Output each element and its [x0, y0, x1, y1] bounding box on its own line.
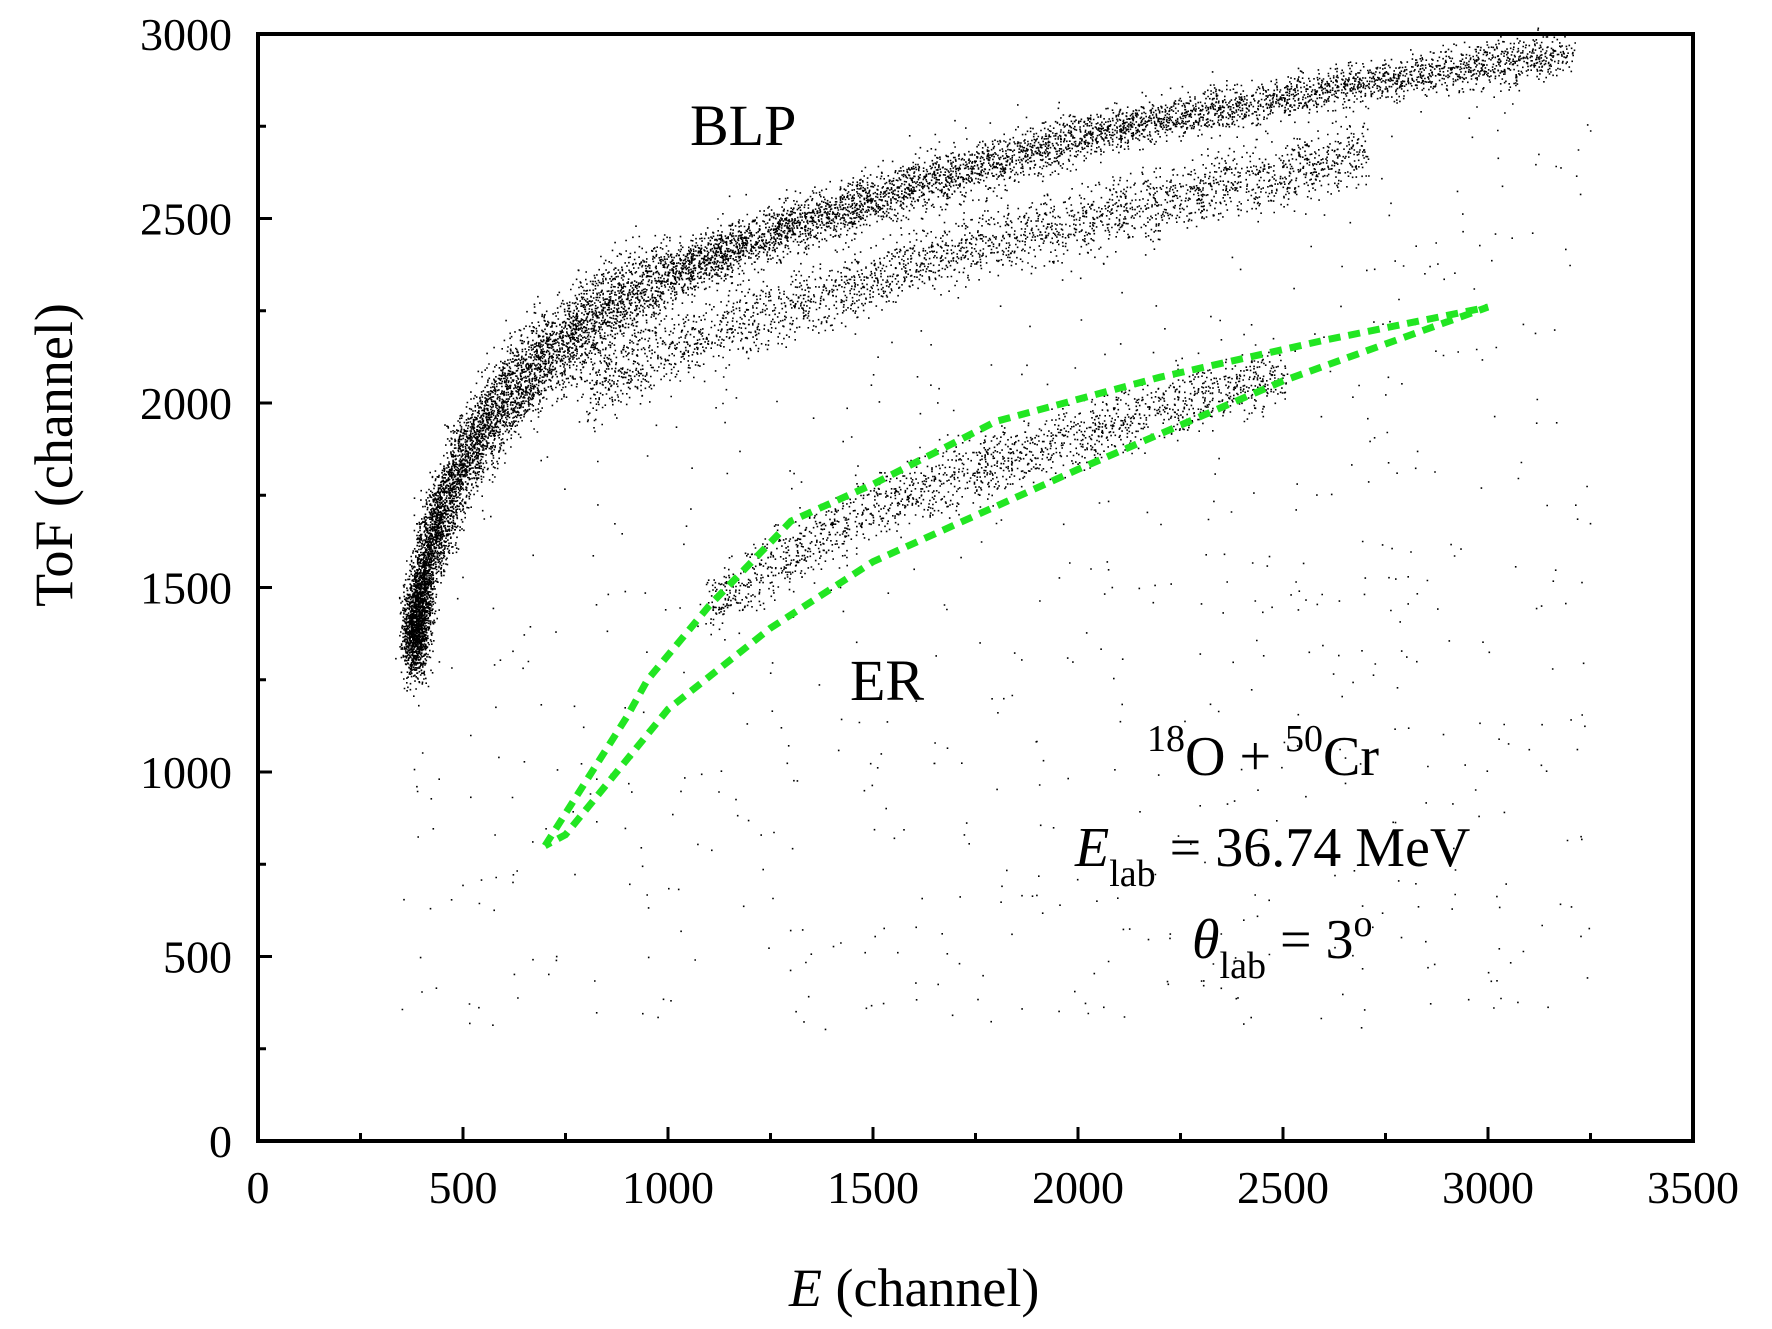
data-points	[395, 27, 1592, 1031]
background-points	[401, 71, 1592, 1031]
reaction-mass2: 50	[1285, 718, 1323, 760]
series-er-2	[697, 337, 1287, 641]
reaction-element2: Cr	[1323, 726, 1379, 788]
x-axis-unit: (channel)	[822, 1258, 1039, 1318]
x-tick-label: 1500	[827, 1162, 919, 1213]
energy-symbol: E	[1074, 817, 1109, 879]
reaction-element1: O	[1185, 726, 1225, 788]
y-tick-label: 0	[209, 1116, 232, 1167]
scatter-points	[697, 337, 1287, 641]
y-tick-label: 2000	[140, 378, 232, 429]
x-tick-label: 3500	[1647, 1162, 1739, 1213]
angle-subscript: lab	[1220, 945, 1266, 987]
angle-label: θlab = 3o	[1192, 903, 1373, 987]
y-tick-label: 1000	[140, 747, 232, 798]
y-tick-label: 2500	[140, 194, 232, 245]
angle-degree: o	[1354, 903, 1373, 945]
x-axis-title: E (channel)	[788, 1258, 1039, 1318]
plot-frame	[256, 32, 1695, 1143]
y-tick-label: 500	[163, 932, 232, 983]
y-axis-title: ToF (channel)	[24, 303, 84, 607]
reaction-mass1: 18	[1147, 718, 1185, 760]
x-tick-label: 0	[247, 1162, 270, 1213]
angle-symbol: θ	[1192, 909, 1220, 971]
x-tick-label: 500	[429, 1162, 498, 1213]
energy-subscript: lab	[1109, 853, 1155, 895]
er-label: ER	[850, 648, 924, 713]
x-axis-variable: E	[788, 1258, 822, 1318]
reaction-plus: +	[1225, 726, 1285, 788]
x-tick-label: 2000	[1032, 1162, 1124, 1213]
x-tick-label: 3000	[1442, 1162, 1534, 1213]
blp-label: BLP	[690, 93, 796, 158]
y-tick-label: 1500	[140, 563, 232, 614]
energy-label: Elab = 36.74 MeV	[1074, 817, 1470, 895]
x-tick-label: 1000	[622, 1162, 714, 1213]
series-blp-0	[395, 27, 1577, 697]
axis-ticks: 0 500 1000 1500 2000 2500 3000 3500 0 500 1000 1500…	[140, 9, 1739, 1213]
y-tick-label: 3000	[140, 9, 232, 60]
scatter-points	[395, 27, 1577, 697]
x-tick-label: 2500	[1237, 1162, 1329, 1213]
energy-value: = 36.74 MeV	[1156, 817, 1471, 879]
angle-value: = 3	[1266, 909, 1354, 971]
reaction-label: 18O + 50Cr	[1147, 718, 1379, 788]
